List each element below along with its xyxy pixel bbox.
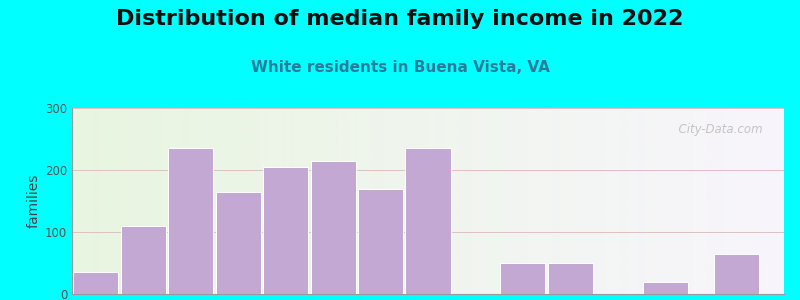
- Bar: [642, 282, 688, 294]
- Y-axis label: families: families: [26, 174, 41, 228]
- Bar: [406, 148, 450, 294]
- Text: White residents in Buena Vista, VA: White residents in Buena Vista, VA: [250, 60, 550, 75]
- Bar: [714, 254, 759, 294]
- Bar: [548, 263, 593, 294]
- Text: City-Data.com: City-Data.com: [671, 123, 762, 136]
- Text: Distribution of median family income in 2022: Distribution of median family income in …: [116, 9, 684, 29]
- Bar: [310, 161, 356, 294]
- Bar: [500, 263, 546, 294]
- Bar: [168, 148, 214, 294]
- Bar: [73, 272, 118, 294]
- Bar: [263, 167, 308, 294]
- Bar: [121, 226, 166, 294]
- Bar: [215, 192, 261, 294]
- Bar: [358, 189, 403, 294]
